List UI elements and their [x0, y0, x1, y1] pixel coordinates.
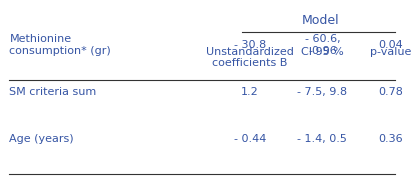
Text: Methionine
consumption* (gr): Methionine consumption* (gr)	[10, 34, 111, 56]
Text: - 7.5, 9.8: - 7.5, 9.8	[297, 87, 347, 97]
Text: Model: Model	[302, 14, 339, 27]
Text: - 0.44: - 0.44	[234, 134, 266, 144]
Text: - 30.8: - 30.8	[234, 40, 266, 50]
Text: Unstandardized
coefficients B: Unstandardized coefficients B	[206, 47, 294, 68]
Text: - 60.6,
-0.96: - 60.6, -0.96	[305, 34, 340, 56]
Text: 0.04: 0.04	[378, 40, 403, 50]
Text: 0.78: 0.78	[378, 87, 403, 97]
Text: 0.36: 0.36	[378, 134, 403, 144]
Text: Age (years): Age (years)	[10, 134, 74, 144]
Text: 1.2: 1.2	[241, 87, 259, 97]
Text: p-value: p-value	[370, 47, 411, 57]
Text: SM criteria sum: SM criteria sum	[10, 87, 97, 97]
Text: - 1.4, 0.5: - 1.4, 0.5	[298, 134, 347, 144]
Text: CI 95 %: CI 95 %	[301, 47, 344, 57]
